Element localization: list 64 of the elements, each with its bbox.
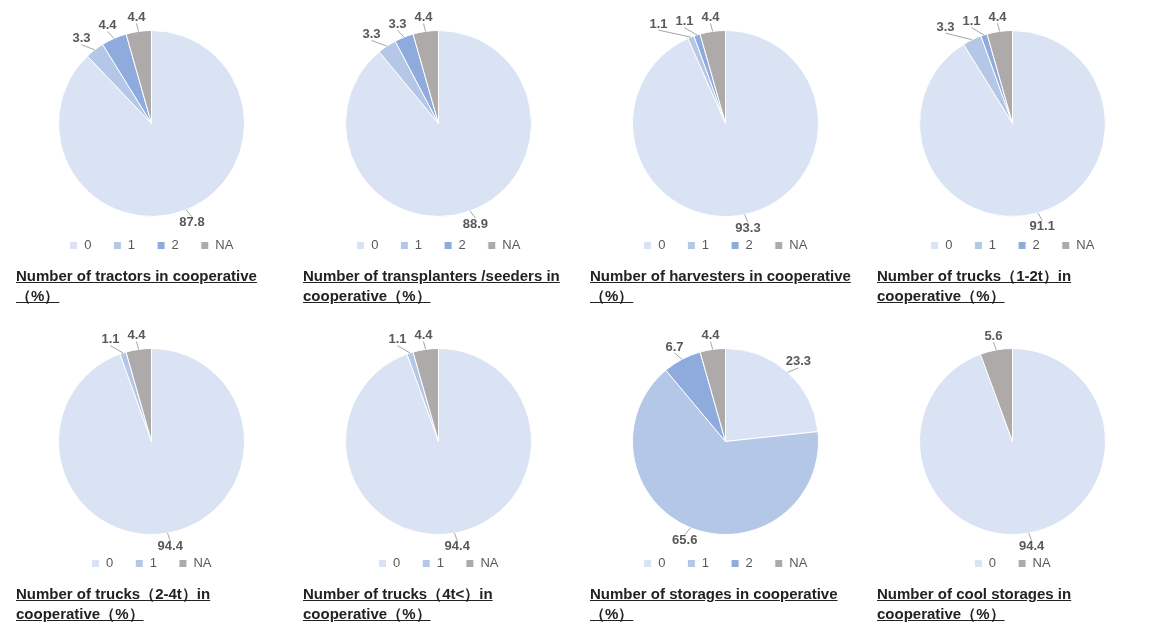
text: Number of trucks（2-4t）in cooperative（%） [15, 584, 212, 624]
legend-label: 2 [745, 237, 753, 253]
data-label: 5.6 [984, 327, 1003, 343]
legend-label: 0 [658, 237, 666, 253]
legend-label: 1 [988, 237, 997, 253]
data-label: 4.4 [127, 327, 147, 343]
legend-label: 1 [701, 555, 710, 571]
legend-label: NA [1032, 555, 1051, 571]
data-label: 87.8 [179, 214, 205, 230]
data-label: 4.4 [701, 9, 721, 25]
legend-label: 0 [371, 237, 379, 253]
data-label: 3.3 [936, 18, 955, 34]
data-label: 1.1 [388, 331, 407, 347]
data-label: 94.4 [444, 538, 471, 554]
text: Number of trucks（1-2t）in cooperative（%） [876, 266, 1073, 306]
legend-label: 1 [701, 237, 710, 253]
data-label: 1.1 [649, 15, 668, 31]
data-label: 6.7 [665, 338, 684, 354]
data-label: 94.4 [157, 538, 184, 554]
legend-label: 0 [988, 555, 997, 571]
legend-label: 2 [1032, 237, 1040, 253]
legend-label: 2 [458, 237, 466, 253]
data-label: 88.9 [462, 215, 489, 231]
data-label: 91.1 [1029, 218, 1055, 234]
text: Number of cool storages in cooperative（%） [876, 584, 1073, 624]
data-label: 1.1 [101, 331, 120, 347]
legend-label: 1 [414, 237, 423, 253]
data-label: 4.4 [988, 9, 1008, 25]
legend-label: 0 [84, 237, 92, 253]
legend-label: 1 [127, 237, 136, 253]
data-label: 3.3 [362, 26, 381, 42]
legend-label: 0 [658, 555, 666, 571]
legend-label: NA [193, 555, 212, 571]
legend-label: NA [1076, 237, 1095, 253]
legend-label: 0 [945, 237, 953, 253]
data-label: 4.4 [414, 9, 434, 25]
legend-label: NA [789, 237, 808, 253]
text: Number of trucks（4t<）in cooperative（%） [302, 584, 494, 624]
legend-label: 2 [171, 237, 179, 253]
legend-label: NA [480, 555, 499, 571]
text: Number of storages in cooperative（%） [589, 584, 839, 624]
legend-label: NA [502, 237, 521, 253]
data-label: 3.3 [388, 15, 407, 31]
text: Number of transplanters /seeders in cooperative（%） [302, 266, 561, 306]
legend-label: 0 [392, 555, 401, 571]
data-label: 4.4 [98, 17, 118, 33]
legend-label: 1 [149, 555, 157, 571]
data-label: 3.3 [72, 30, 91, 46]
text: Number of harvesters in cooperative（%） [589, 266, 852, 306]
data-label: 4.4 [127, 9, 147, 25]
data-label: 4.4 [701, 327, 721, 343]
data-label: 23.3 [785, 353, 812, 369]
text: Number of tractors in cooperative（%） [15, 266, 258, 306]
legend-label: 2 [745, 555, 753, 571]
legend-label: NA [215, 237, 234, 253]
data-label: 94.4 [1018, 538, 1045, 554]
data-label: 1.1 [962, 13, 981, 29]
legend-label: 0 [105, 555, 114, 571]
legend-label: 1 [436, 555, 444, 571]
data-label: 93.3 [735, 219, 761, 235]
data-label: 65.6 [672, 532, 698, 548]
legend-label: NA [789, 555, 808, 571]
data-label: 1.1 [675, 13, 694, 29]
data-label: 4.4 [414, 327, 434, 343]
